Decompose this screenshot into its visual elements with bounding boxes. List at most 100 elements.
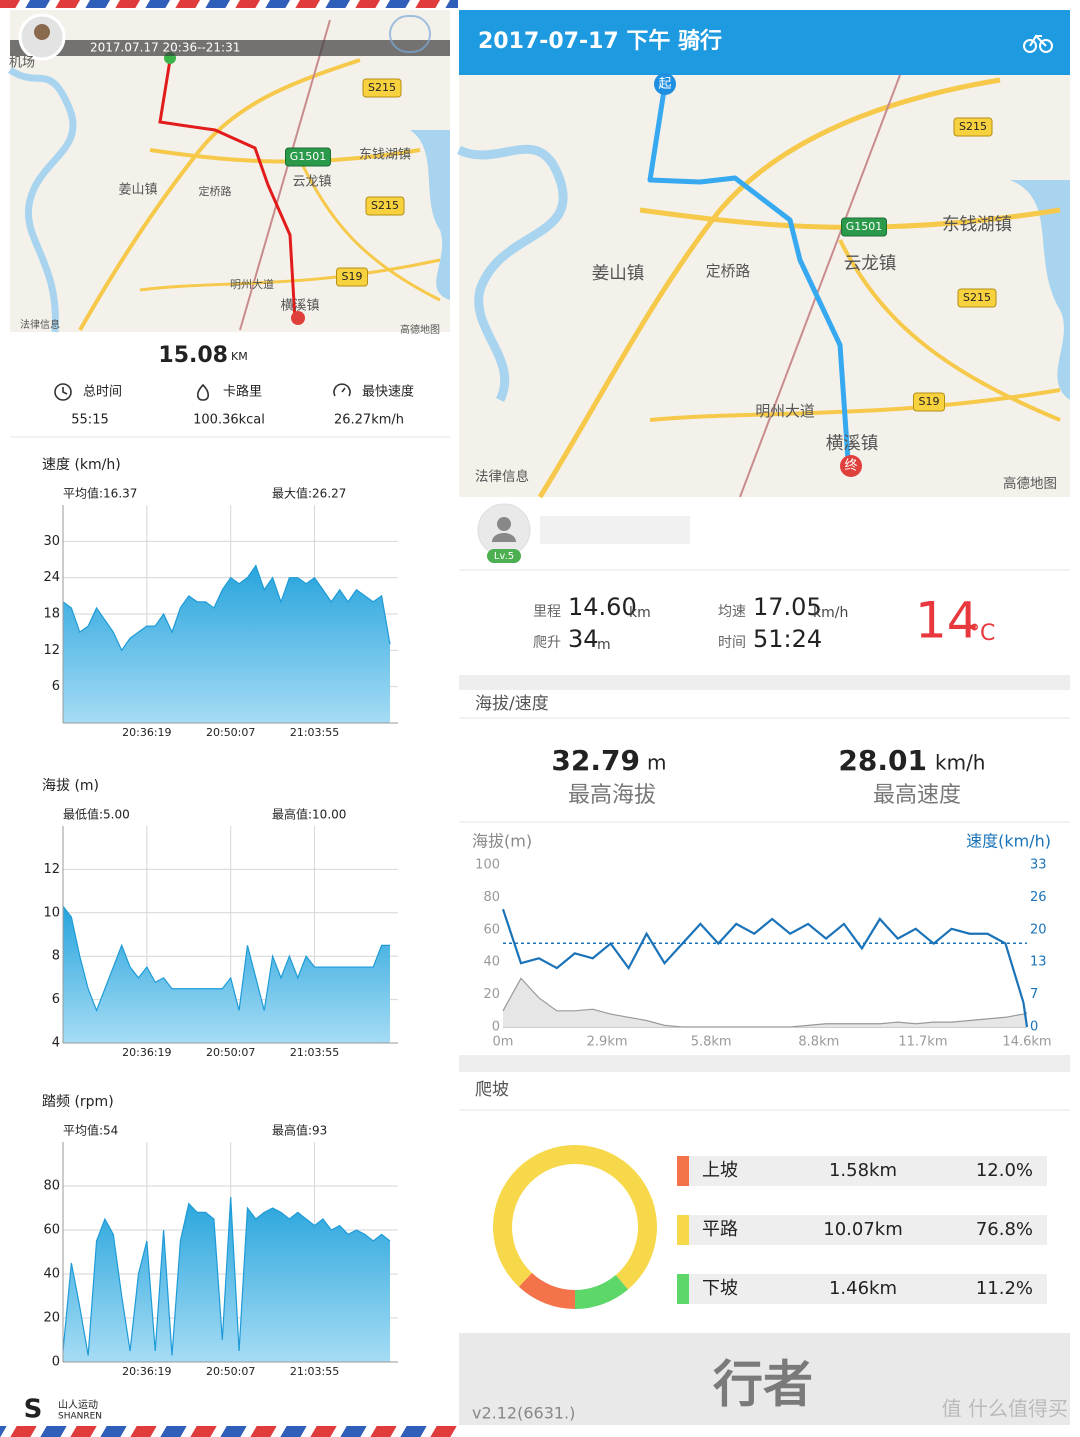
- legend-row: [677, 1156, 1047, 1186]
- map-label: 明州大道: [230, 277, 274, 291]
- map-label: 东钱湖镇: [942, 215, 1012, 235]
- annotation: 最高值:10.00: [272, 807, 346, 822]
- y2-tick-label: 0: [1030, 1020, 1038, 1035]
- road-shield-label: G1501: [290, 150, 327, 163]
- right-map: [457, 73, 1070, 499]
- y-tick-label: 60: [43, 1223, 60, 1238]
- road-shield-label: G1501: [846, 220, 883, 233]
- climb-distance: 1.58km: [829, 1160, 897, 1181]
- x-tick-label: 21:03:55: [290, 726, 339, 739]
- map-label: 横溪镇: [826, 434, 879, 454]
- road-shield-label: S19: [342, 270, 363, 283]
- series-line: [502, 977, 1028, 1028]
- map-time: 2017.07.17 20:36--21:31: [90, 41, 240, 55]
- x-tick-label: 20:50:07: [206, 1365, 255, 1378]
- stat-value: 34: [568, 625, 599, 653]
- y2-axis-title: 速度(km/h): [966, 832, 1051, 851]
- y-tick-label: 0: [52, 1355, 60, 1370]
- area-line: [62, 1196, 391, 1356]
- donut-segment: [518, 1272, 575, 1309]
- y2-tick-label: 13: [1030, 955, 1047, 970]
- stat-value: 14.60: [568, 593, 637, 621]
- x-tick-label: 0m: [493, 1035, 514, 1050]
- airmail-border: [0, 0, 458, 8]
- y2-tick-label: 7: [1030, 987, 1038, 1002]
- x-tick-label: 21:03:55: [290, 1365, 339, 1378]
- annotation: 平均值:16.37: [63, 486, 137, 501]
- stat-label: 均速: [718, 604, 746, 620]
- stat-value: 51:24: [753, 625, 822, 653]
- road-shield: [913, 392, 945, 412]
- y-tick-label: 30: [43, 534, 60, 549]
- stat-label: 爬升: [533, 635, 561, 651]
- map-label: 定桥路: [706, 262, 751, 280]
- stat-unit: km/h: [813, 605, 848, 621]
- stat-unit: m: [597, 637, 611, 653]
- airmail-border: [0, 1426, 458, 1437]
- map-label: 定桥路: [199, 184, 232, 198]
- x-tick-label: 14.6km: [1002, 1035, 1051, 1050]
- legend-swatch: [677, 1215, 689, 1245]
- y-tick-label: 80: [483, 890, 500, 905]
- bike-icon[interactable]: [1023, 34, 1053, 53]
- chart-title: 海拔 (m): [42, 778, 99, 794]
- max-altitude: 32.79: [551, 744, 640, 777]
- legend-label: 下坡: [702, 1278, 738, 1299]
- map-label: 东钱湖镇: [359, 148, 411, 163]
- y-tick-label: 10: [43, 905, 60, 920]
- road-shield-label: S215: [959, 120, 987, 133]
- stat-value: 17.05: [753, 593, 822, 621]
- chart-title: 速度 (km/h): [42, 457, 121, 473]
- chart-title: 踏频 (rpm): [42, 1094, 114, 1110]
- y-tick-label: 12: [43, 862, 60, 877]
- y-tick-label: 20: [43, 1311, 60, 1326]
- map-label: 机场: [9, 56, 35, 71]
- area-fill: [63, 1197, 390, 1362]
- stat-label: 最快速度: [362, 384, 414, 400]
- x-tick-label: 20:36:19: [122, 1046, 171, 1059]
- map-label: 高德地图: [400, 323, 440, 336]
- map-label: 横溪镇: [280, 299, 319, 314]
- road-shield: [953, 117, 993, 137]
- donut-segment: [492, 1144, 657, 1290]
- legend-swatch: [677, 1274, 689, 1304]
- app-logo: 行者: [713, 1356, 813, 1414]
- map-label: 云龙镇: [844, 254, 897, 274]
- section-title: 海拔/速度: [475, 694, 549, 714]
- stat-label: 时间: [718, 635, 746, 651]
- brand-en: SHANREN: [58, 1412, 102, 1422]
- y-axis-title: 海拔(m): [472, 832, 532, 851]
- x-tick-label: 20:36:19: [122, 726, 171, 739]
- map-label: 云龙镇: [292, 175, 331, 190]
- series-area: [503, 978, 1027, 1027]
- stat-value: 26.27km/h: [334, 413, 404, 428]
- y-tick-label: 0: [492, 1020, 500, 1035]
- road-shield-label: S215: [368, 81, 396, 94]
- legend-swatch: [677, 1156, 689, 1186]
- x-tick-label: 2.9km: [587, 1035, 628, 1050]
- annotation: 最低值:5.00: [63, 807, 130, 822]
- area-line: [62, 905, 390, 1013]
- y-tick-label: 6: [52, 679, 60, 694]
- annotation: 平均值:54: [63, 1123, 118, 1138]
- series-line: [501, 908, 1029, 1028]
- section-gap: [459, 675, 1070, 690]
- brand: 山人运动: [58, 1399, 98, 1411]
- value-label: 76.8%: [976, 1219, 1033, 1240]
- road-shield: [365, 196, 405, 216]
- y-tick-label: 100: [475, 858, 500, 873]
- user-level: Lv.5: [494, 551, 514, 562]
- area-line: [62, 564, 391, 652]
- climb-distance: 1.46km: [829, 1278, 897, 1299]
- app-version: v2.12(6631.): [472, 1404, 575, 1423]
- temperature-unit: °C: [969, 621, 995, 646]
- watermark: 值 什么值得买: [942, 1397, 1068, 1421]
- area-fill: [63, 906, 390, 1043]
- max-speed: 28.01: [838, 744, 927, 777]
- area-fill: [63, 565, 390, 723]
- y-tick-label: 4: [52, 1036, 60, 1051]
- stat-label: 里程: [533, 604, 561, 620]
- map-label: 明州大道: [755, 402, 815, 420]
- user-avatar[interactable]: [477, 503, 690, 563]
